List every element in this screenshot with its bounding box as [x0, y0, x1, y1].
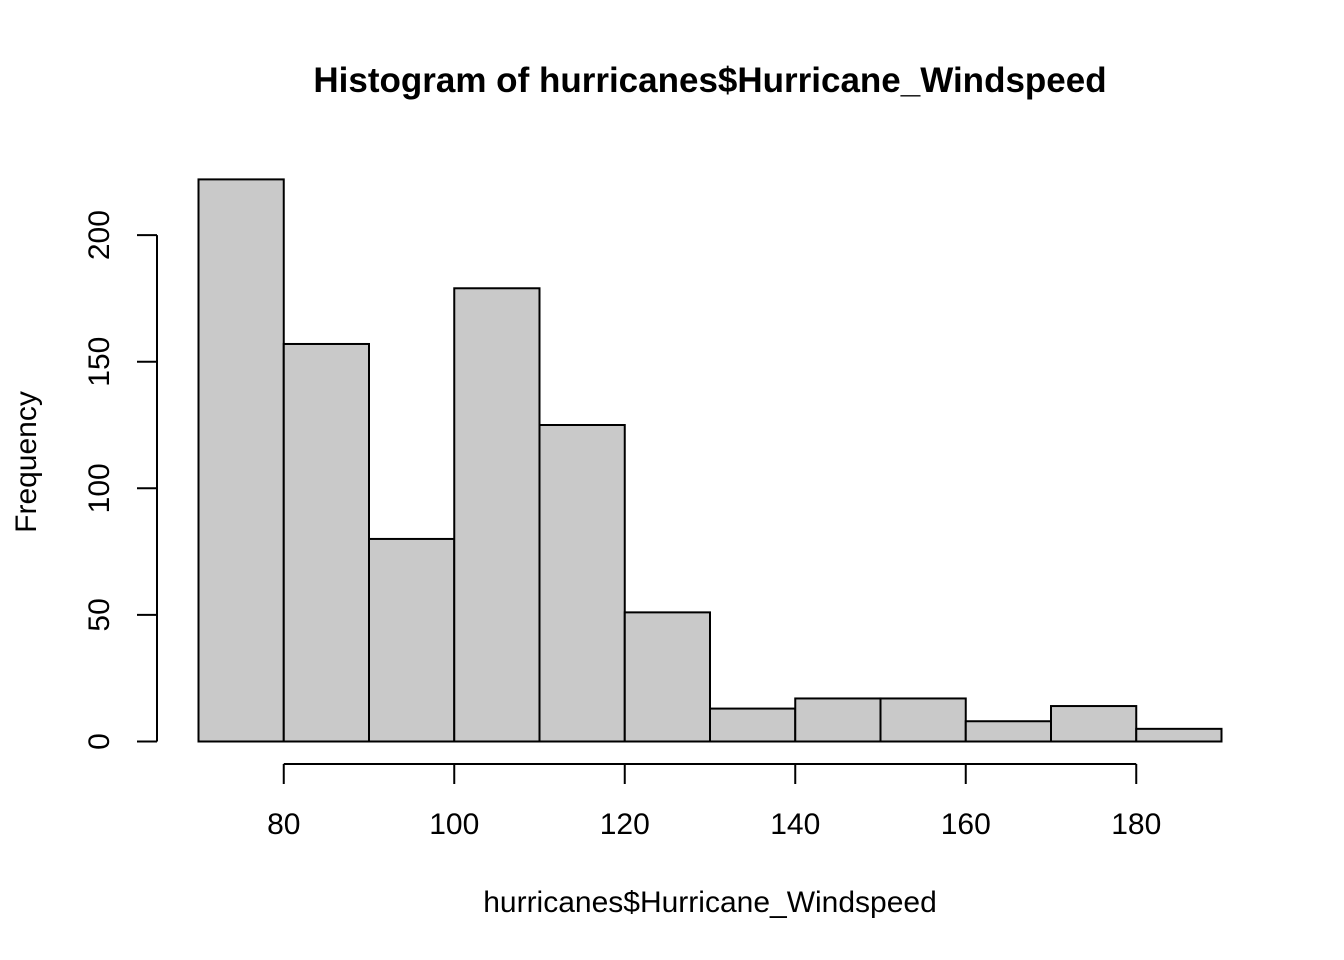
x-tick-label: 120 — [600, 808, 650, 841]
y-axis: 0 50 100 150 200 — [83, 210, 158, 750]
histogram-bar — [623, 611, 711, 743]
chart-title: Histogram of hurricanes$Hurricane_Windsp… — [313, 61, 1106, 100]
bars — [197, 178, 1223, 743]
y-axis-label: Frequency — [10, 391, 43, 533]
histogram-bar — [453, 287, 541, 743]
x-axis-label: hurricanes$Hurricane_Windspeed — [483, 886, 937, 919]
histogram-bar — [538, 424, 626, 743]
x-tick-label: 100 — [429, 808, 479, 841]
histogram-bar — [197, 178, 285, 743]
histogram-bar — [709, 707, 797, 743]
x-tick-label: 140 — [770, 808, 820, 841]
histogram-bar — [1050, 705, 1138, 743]
histogram-bar — [964, 720, 1052, 743]
histogram-bar — [1135, 727, 1223, 743]
x-tick-label: 180 — [1111, 808, 1161, 841]
histogram-bar — [368, 537, 456, 743]
y-tick-label: 0 — [83, 733, 116, 750]
y-tick-label: 100 — [83, 463, 116, 513]
x-tick-label: 80 — [267, 808, 300, 841]
histogram-bar — [879, 697, 967, 743]
histogram-bar — [794, 697, 882, 743]
x-tick-label: 160 — [941, 808, 991, 841]
y-tick-label: 200 — [83, 210, 116, 260]
histogram-bar — [282, 342, 370, 743]
x-axis: 80 100 120 140 160 180 — [267, 763, 1161, 841]
y-tick-label: 50 — [83, 598, 116, 631]
y-tick-label: 150 — [83, 337, 116, 387]
